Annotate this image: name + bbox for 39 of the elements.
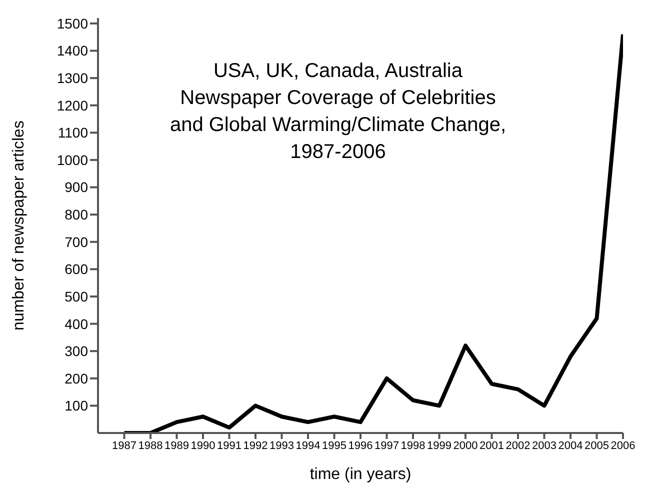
y-tick-label: 200 <box>64 370 88 386</box>
x-tick-label: 2000 <box>453 440 478 452</box>
x-tick-label: 1994 <box>296 440 320 452</box>
y-tick-label: 800 <box>64 206 88 223</box>
x-tick-label: 1995 <box>322 440 346 452</box>
y-axis-title: number of newspaper articles <box>10 120 28 330</box>
x-tick-label: 1997 <box>374 440 399 452</box>
x-tick-label: 1998 <box>400 440 426 452</box>
y-tick-label: 1300 <box>56 70 88 86</box>
x-tick-label: 1987 <box>112 440 136 452</box>
y-tick-label: 600 <box>64 261 88 278</box>
x-tick-label: 2001 <box>480 440 504 452</box>
line-series <box>122 32 623 433</box>
x-tick-label: 1999 <box>427 440 452 452</box>
x-tick-label: 1991 <box>217 440 242 452</box>
text: USA, UK, Canada, Australia Newspaper Coverage of Celebrities and Global Warming/Climate Change, 1987-2006 <box>168 59 508 165</box>
y-tick-label: 1400 <box>56 42 88 59</box>
x-tick-label: 1988 <box>138 440 163 452</box>
x-tick-label: 1996 <box>348 440 373 452</box>
y-tick-label: 400 <box>64 316 88 332</box>
y-tick-label: 1000 <box>56 152 88 168</box>
x-tick-label: 2006 <box>610 440 636 452</box>
y-tick-label: 700 <box>64 234 88 250</box>
x-tick-label: 2005 <box>584 440 609 452</box>
y-tick-label: 300 <box>64 343 88 360</box>
x-axis-title: time (in years) <box>310 466 412 483</box>
x-tick-label: 1993 <box>270 440 294 452</box>
y-tick-label: 1200 <box>56 97 88 114</box>
x-tick-label: 1990 <box>190 440 216 452</box>
y-tick-label: 1100 <box>58 124 88 141</box>
x-tick-label: 1989 <box>164 440 189 452</box>
y-tick-label: 1500 <box>56 15 88 32</box>
x-tick-label: 2004 <box>558 440 583 452</box>
y-tick-label: 900 <box>64 179 88 196</box>
x-tick-label: 1992 <box>243 440 268 452</box>
y-tick-label: 100 <box>64 398 88 414</box>
x-tick-label: 2003 <box>532 440 556 452</box>
y-tick-label: 500 <box>64 288 88 304</box>
x-tick-label: 2002 <box>506 440 530 452</box>
